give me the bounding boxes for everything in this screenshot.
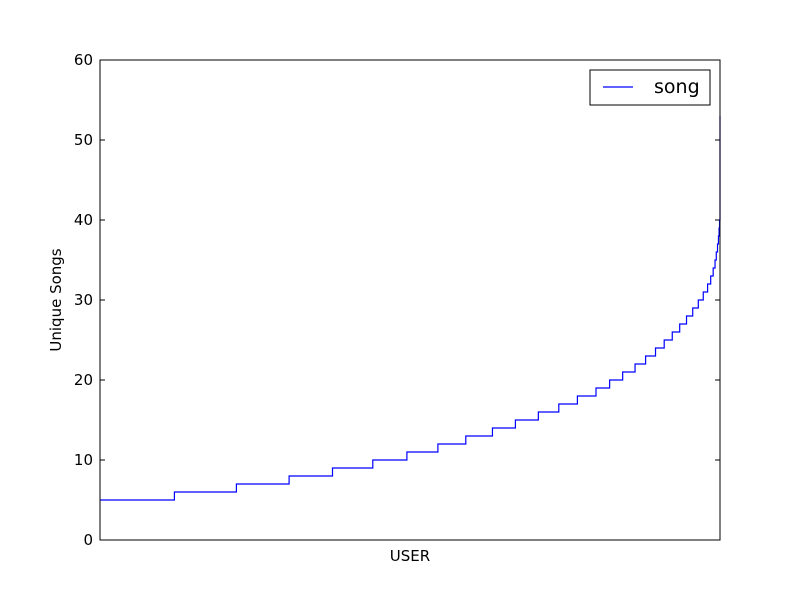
y-tick-label: 10 [74, 451, 93, 469]
y-tick-label: 60 [74, 51, 93, 69]
y-tick-label: 40 [74, 211, 93, 229]
y-tick-label: 20 [74, 371, 93, 389]
x-axis-label: USER [390, 547, 430, 565]
y-axis-label: Unique Songs [47, 248, 65, 351]
y-axis-ticks: 0 10 20 30 40 50 60 [74, 51, 720, 549]
plot-frame [99, 59, 721, 541]
series-line-song [100, 116, 721, 501]
y-tick-label: 30 [74, 291, 93, 309]
y-tick-label: 50 [74, 131, 93, 149]
y-tick-label: 0 [83, 531, 93, 549]
legend: song [589, 69, 711, 106]
legend-label-song: song [654, 76, 700, 98]
